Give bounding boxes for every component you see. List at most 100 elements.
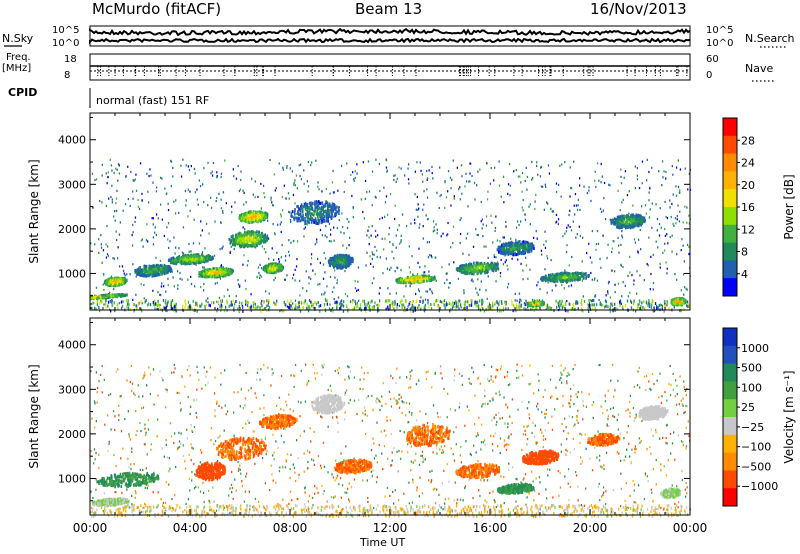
ground-cell <box>132 303 135 306</box>
blob-cell-5 <box>237 232 240 236</box>
blob-cell-6 <box>245 217 248 221</box>
range-cell <box>336 279 338 282</box>
range-cell <box>607 290 609 293</box>
blob-cell-4 <box>221 272 223 275</box>
blob-cell-6 <box>255 214 257 218</box>
blob-cell-3 <box>172 261 174 265</box>
range-cell <box>622 307 624 310</box>
blob-cell-8 <box>300 203 303 207</box>
ground-cell <box>458 302 460 306</box>
blob-cell-8 <box>302 214 304 218</box>
range-cell <box>429 254 431 257</box>
range-cell <box>636 270 638 273</box>
range-cell <box>588 186 590 189</box>
range-cell <box>370 262 372 265</box>
ground-cell <box>516 306 518 310</box>
blob-cell-7 <box>279 264 282 268</box>
ground-cell <box>252 301 254 305</box>
range-cell <box>667 242 669 245</box>
blob-cell-8 <box>317 212 320 216</box>
range-cell <box>172 175 174 178</box>
ground-cell <box>643 300 645 304</box>
range-cell <box>548 172 551 175</box>
ground-cell <box>499 300 501 304</box>
range-cell <box>627 274 629 278</box>
range-cell <box>614 291 616 294</box>
ground-cell <box>368 306 371 310</box>
ground-cell <box>140 307 142 311</box>
blob-cell-2 <box>153 264 156 268</box>
cpid-label: CPID <box>8 86 38 99</box>
blob-cell-2 <box>153 274 155 278</box>
range-cell <box>321 293 323 296</box>
range-cell <box>659 266 661 269</box>
range-cell <box>594 295 596 298</box>
range-cell <box>510 237 512 240</box>
range-cell <box>432 230 434 233</box>
range-cell <box>560 195 562 198</box>
range-cell <box>311 161 313 164</box>
blob-cell-4 <box>222 270 225 274</box>
blob-cell-9 <box>346 258 349 262</box>
range-cell <box>600 210 603 213</box>
blob-cell-10 <box>418 276 421 280</box>
range-cell <box>350 173 352 177</box>
range-cell <box>520 305 522 308</box>
ground-cell <box>141 309 143 313</box>
blob-cell-6 <box>266 213 269 217</box>
range-cell <box>540 249 543 252</box>
range-cell <box>200 234 202 237</box>
range-cell <box>260 182 262 185</box>
range-cell <box>449 282 451 285</box>
range-cell <box>246 264 249 267</box>
ground-cell <box>165 299 167 303</box>
blob-cell-3 <box>196 255 199 258</box>
blob-cell-0 <box>98 294 100 298</box>
range-cell <box>220 207 223 210</box>
ground-cell <box>182 304 184 308</box>
range-cell <box>160 294 162 297</box>
ground-cell <box>637 303 639 307</box>
range-cell <box>450 187 452 190</box>
range-cell <box>372 253 374 256</box>
range-cell <box>223 295 225 298</box>
range-cell <box>131 233 133 237</box>
range-cell <box>157 291 159 294</box>
range-cell <box>426 177 429 180</box>
ground-cell <box>645 301 648 305</box>
freq-label: Freq. <box>6 52 31 63</box>
range-cell <box>102 249 105 252</box>
range-cell <box>495 256 497 259</box>
blob-cell-5 <box>251 236 253 240</box>
range-cell <box>620 302 622 305</box>
range-cell <box>496 300 498 303</box>
blob-cell-6 <box>248 219 250 223</box>
blob-cell-6 <box>248 221 250 225</box>
blob-cell-6 <box>259 219 261 223</box>
range-cell <box>566 226 568 229</box>
range-cell <box>260 207 262 210</box>
blob-cell-3 <box>186 255 188 259</box>
blob-cell-2 <box>164 269 166 273</box>
range-cell <box>229 251 231 254</box>
range-cell <box>629 255 631 258</box>
blob-cell-2 <box>149 272 152 276</box>
blob-cell-9 <box>345 256 347 260</box>
range-cell <box>132 197 134 200</box>
range-cell <box>579 208 581 211</box>
blob-cell-6 <box>252 220 254 224</box>
range-cell <box>500 195 502 198</box>
blob-cell-3 <box>205 256 207 260</box>
ground-cell <box>138 301 140 305</box>
range-cell <box>555 213 558 216</box>
blob-cell-4 <box>213 274 216 278</box>
range-cell <box>439 166 441 169</box>
ground-cell <box>221 299 223 302</box>
range-cell <box>450 204 452 207</box>
range-cell <box>122 269 125 272</box>
range-cell <box>677 185 680 189</box>
blob-cell-4 <box>209 268 212 272</box>
range-cell <box>658 234 661 237</box>
range-cell <box>237 307 239 310</box>
range-cell <box>518 223 520 227</box>
